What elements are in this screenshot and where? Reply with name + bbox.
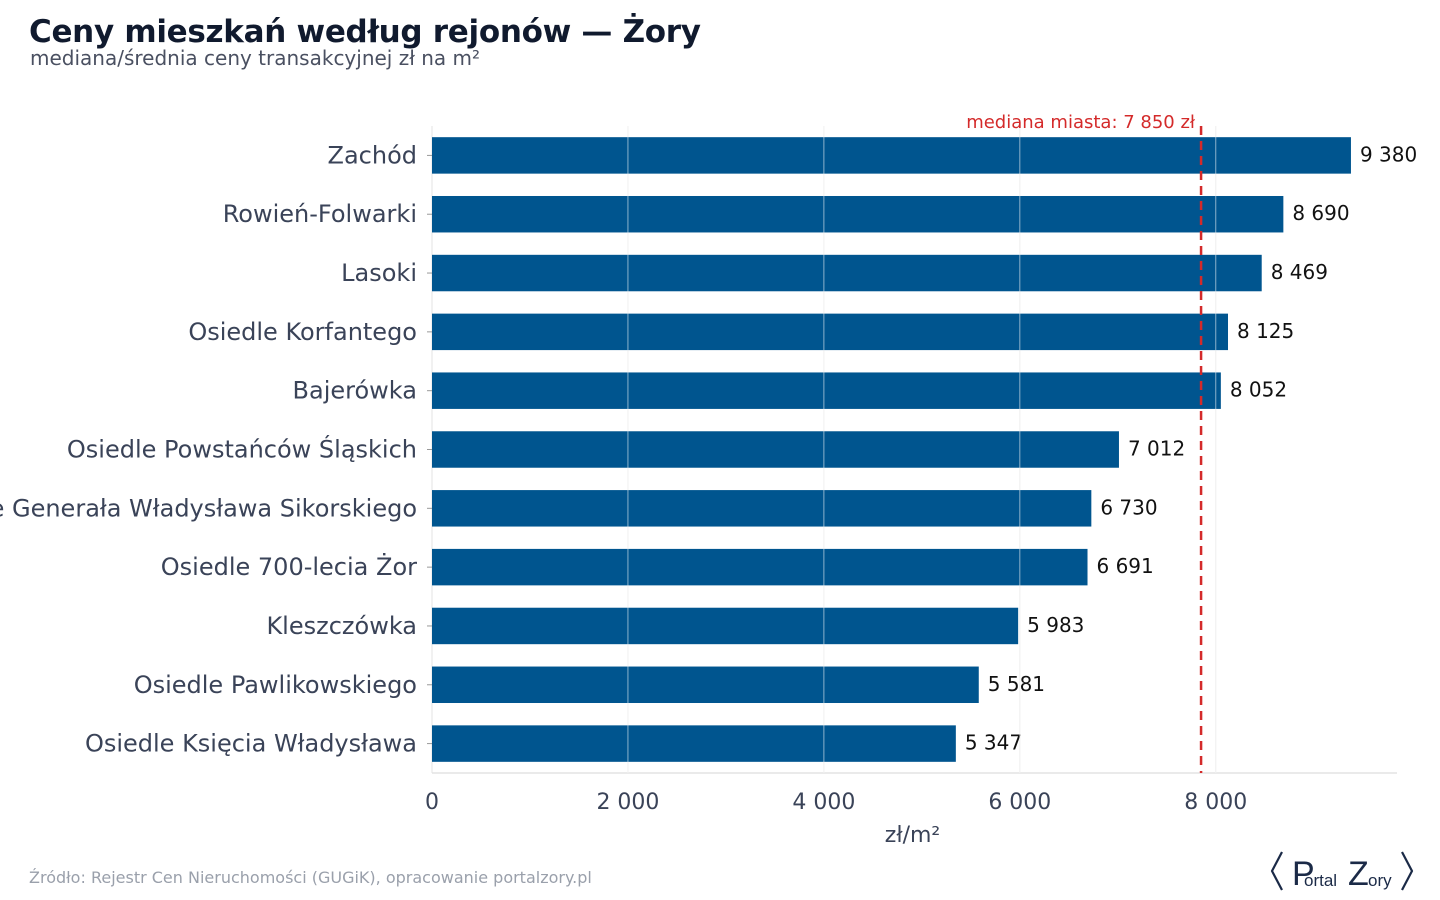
value-label: 8 052 bbox=[1230, 378, 1287, 402]
category-label: Osiedle Powstańców Śląskich bbox=[67, 434, 417, 464]
value-label: 8 125 bbox=[1237, 319, 1294, 343]
source-note: Źródło: Rejestr Cen Nieruchomości (GUGiK… bbox=[29, 868, 592, 887]
value-label: 8 469 bbox=[1271, 260, 1328, 284]
category-label: Lasoki bbox=[341, 259, 417, 287]
value-label: 7 012 bbox=[1128, 437, 1185, 461]
bar bbox=[432, 195, 1284, 233]
chevron-right-icon bbox=[1401, 851, 1414, 891]
x-tick-label: 4 000 bbox=[792, 790, 855, 815]
x-tick-label: 0 bbox=[425, 790, 439, 815]
value-label: 5 347 bbox=[965, 731, 1022, 755]
category-label: Bajerówka bbox=[293, 377, 417, 405]
x-tick-label: 6 000 bbox=[988, 790, 1051, 815]
bar bbox=[432, 431, 1119, 468]
x-tick-label: 8 000 bbox=[1184, 790, 1247, 815]
value-label: 5 581 bbox=[988, 672, 1045, 696]
bar bbox=[432, 607, 1019, 645]
logo-letter-z: Z bbox=[1348, 855, 1369, 893]
value-label: 8 690 bbox=[1292, 201, 1349, 225]
category-label: Zachód bbox=[328, 141, 417, 169]
logo-text-ortal: ortal bbox=[1304, 871, 1337, 890]
category-label: Osiedle 700-lecia Żor bbox=[161, 552, 417, 581]
value-label: 9 380 bbox=[1360, 142, 1417, 166]
bar bbox=[432, 725, 956, 762]
value-label: 6 730 bbox=[1100, 495, 1157, 519]
median-reference-label: mediana miasta: 7 850 zł bbox=[966, 112, 1196, 133]
bar bbox=[432, 490, 1092, 527]
category-label: Osiedle Księcia Władysława bbox=[85, 730, 417, 758]
bar bbox=[432, 313, 1229, 351]
chevron-left-icon bbox=[1270, 851, 1283, 891]
bar bbox=[432, 548, 1088, 586]
bar bbox=[432, 372, 1221, 409]
portalzory-logo: P ortal Z ory bbox=[1270, 851, 1414, 893]
category-label: Osiedle Generała Władysława Sikorskiego bbox=[0, 494, 417, 522]
bar bbox=[432, 666, 979, 704]
logo-letter-p: P bbox=[1292, 855, 1315, 893]
value-label: 5 983 bbox=[1027, 613, 1084, 637]
value-label: 6 691 bbox=[1097, 554, 1154, 578]
bar-chart: 0 2 000 4 000 6 000 8 000 Zachód 9 380 Rowień-F… bbox=[0, 112, 1417, 848]
bar bbox=[432, 254, 1262, 292]
x-tick-label: 2 000 bbox=[596, 790, 659, 815]
category-label: Rowień-Folwarki bbox=[223, 200, 417, 228]
chart-title: Ceny mieszkań według rejonów — Żory bbox=[29, 14, 701, 50]
bar bbox=[432, 137, 1351, 174]
chart-subtitle: mediana/średnia ceny transakcyjnej zł na… bbox=[30, 46, 481, 70]
category-label: Kleszczówka bbox=[266, 612, 417, 640]
x-axis-title: zł/m² bbox=[885, 823, 940, 848]
category-label: Osiedle Pawlikowskiego bbox=[134, 671, 417, 699]
category-label: Osiedle Korfantego bbox=[188, 318, 417, 346]
logo-text-ory: ory bbox=[1368, 871, 1392, 890]
